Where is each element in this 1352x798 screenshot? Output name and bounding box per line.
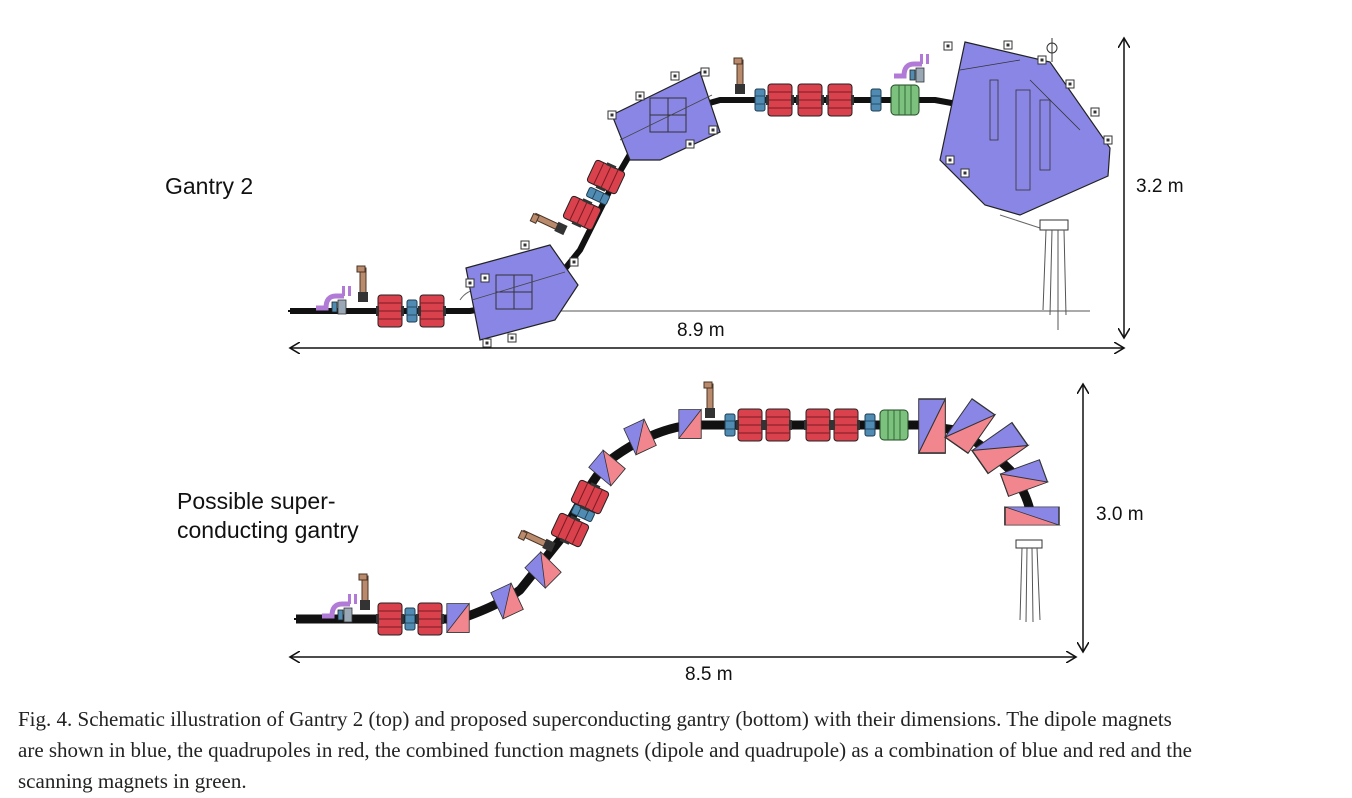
kicker: [356, 265, 369, 303]
quadrupole-magnet: [375, 294, 405, 328]
quadrupole-magnet: [735, 408, 765, 442]
quadrupole-magnet: [765, 83, 795, 117]
steering-magnet: [404, 607, 416, 631]
slit-assembly: [316, 286, 351, 314]
gantry2-height-label: 3.2 m: [1136, 176, 1184, 197]
slit-assembly: [322, 594, 357, 622]
quadrupole-magnet: [415, 602, 445, 636]
dipole-magnet-1: [459, 240, 579, 348]
sc-gantry-width-label: 8.5 m: [685, 664, 733, 685]
quadrupole-magnet: [825, 83, 855, 117]
kicker: [733, 57, 746, 95]
caption-line-2: are shown in blue, the quadrupoles in re…: [18, 738, 1192, 762]
slit-assembly: [894, 54, 929, 82]
sc-gantry-title-line2: conducting gantry: [177, 517, 359, 543]
figure-caption: Fig. 4. Schematic illustration of Gantry…: [18, 704, 1340, 797]
quadrupole-magnet: [763, 408, 793, 442]
kicker: [703, 381, 716, 419]
steering-magnet: [754, 88, 766, 112]
beam-pipe: [296, 420, 1035, 624]
quadrupole-magnet: [803, 408, 833, 442]
quadrupole-magnet: [417, 294, 447, 328]
scanning-magnet: [890, 84, 920, 116]
nozzle: [1015, 539, 1043, 623]
combined-function-magnet: [917, 398, 947, 454]
combined-function-magnet: [446, 603, 470, 633]
steering-magnet: [864, 413, 876, 437]
gantry2-diagram: [288, 38, 1124, 348]
steering-magnet: [724, 413, 736, 437]
caption-line-1: Fig. 4. Schematic illustration of Gantry…: [18, 707, 1172, 731]
steering-magnet: [870, 88, 882, 112]
gantry2-width-label: 8.9 m: [677, 320, 725, 341]
nozzle: [1039, 38, 1069, 330]
quadrupole-magnet: [795, 83, 825, 117]
kicker: [358, 573, 371, 611]
gantry2-title: Gantry 2: [165, 173, 254, 199]
quadrupole-magnet: [375, 602, 405, 636]
quadrupole-magnet: [831, 408, 861, 442]
caption-line-3: scanning magnets in green.: [18, 769, 247, 793]
sc-gantry-diagram: [290, 381, 1083, 657]
kicker: [517, 527, 557, 554]
combined-function-magnet: [678, 409, 702, 439]
sc-gantry-height-label: 3.0 m: [1096, 504, 1144, 525]
sc-gantry-title-line1: Possible super-: [177, 488, 336, 514]
combined-function-magnet: [1004, 506, 1060, 526]
steering-magnet: [406, 299, 418, 323]
dipole-magnet-90deg: [939, 40, 1113, 229]
scanning-magnet: [879, 409, 909, 441]
kicker: [529, 210, 569, 237]
dipole-magnet-2: [607, 67, 721, 161]
